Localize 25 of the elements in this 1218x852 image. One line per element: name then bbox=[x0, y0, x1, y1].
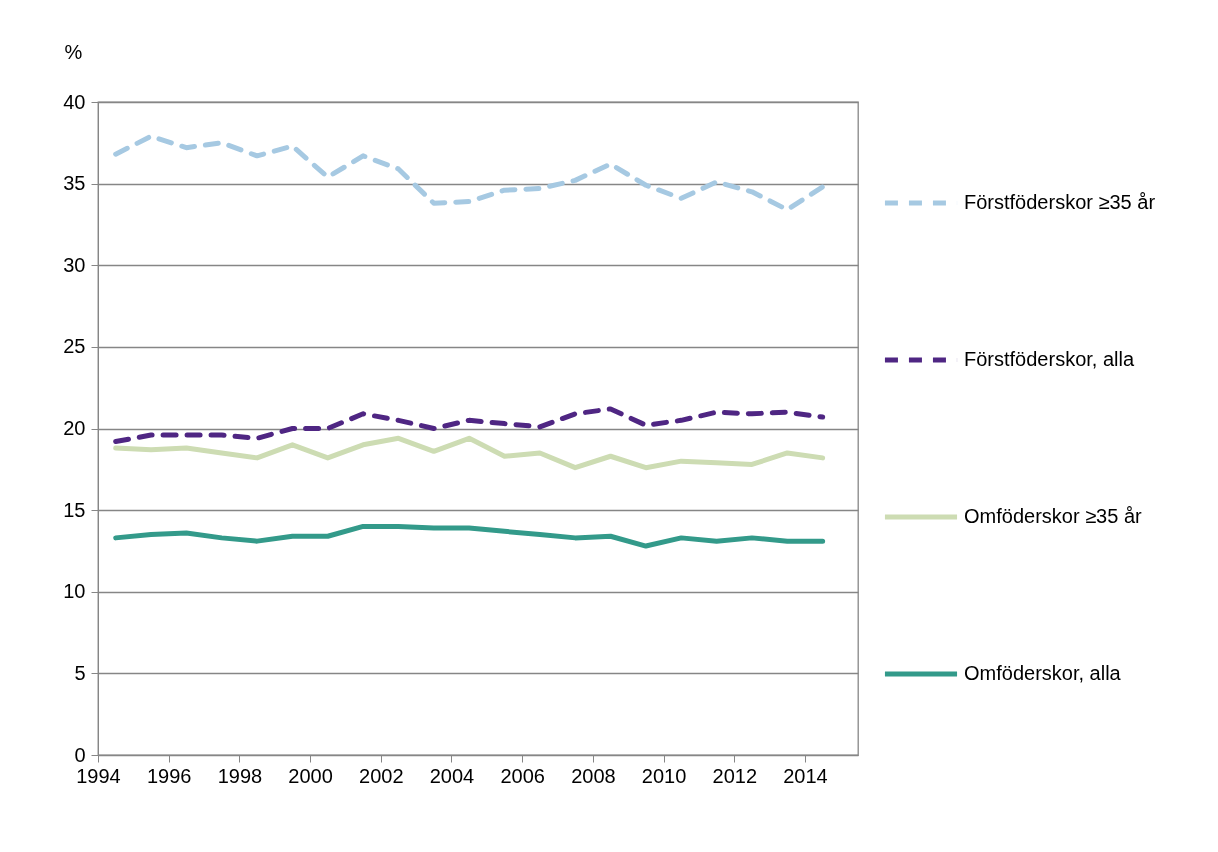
legend-label: Förstföderskor ≥35 år bbox=[964, 191, 1156, 213]
y-tick-label: 15 bbox=[63, 498, 86, 521]
x-tick-label: 2006 bbox=[500, 764, 545, 787]
y-tick-label: 25 bbox=[63, 335, 86, 358]
legend-label: Förstföderskor, alla bbox=[964, 348, 1135, 370]
y-tick-label: 20 bbox=[63, 417, 86, 439]
y-tick-label: 35 bbox=[63, 172, 86, 195]
x-tick-label: 2014 bbox=[783, 764, 828, 787]
x-tick-label: 1994 bbox=[76, 764, 121, 787]
x-tick-label: 2000 bbox=[288, 764, 333, 787]
legend-label: Omföderskor ≥35 år bbox=[964, 505, 1143, 527]
y-tick-label: 30 bbox=[63, 253, 86, 276]
x-tick-label: 2002 bbox=[359, 764, 404, 787]
y-tick-label: 10 bbox=[63, 580, 86, 603]
x-tick-label: 1996 bbox=[146, 764, 192, 787]
x-tick-label: 2010 bbox=[641, 764, 687, 787]
x-tick-label: 2008 bbox=[571, 764, 616, 787]
x-tick-label: 2012 bbox=[712, 764, 758, 787]
y-tick-label: 5 bbox=[74, 661, 86, 684]
x-tick-label: 2004 bbox=[429, 764, 475, 787]
legend-label: Omföderskor, alla bbox=[964, 662, 1122, 684]
x-tick-label: 1998 bbox=[217, 764, 263, 787]
y-tick-label: 0 bbox=[74, 743, 86, 766]
y-tick-label: 40 bbox=[63, 90, 86, 113]
y-axis-title: % bbox=[64, 40, 83, 63]
